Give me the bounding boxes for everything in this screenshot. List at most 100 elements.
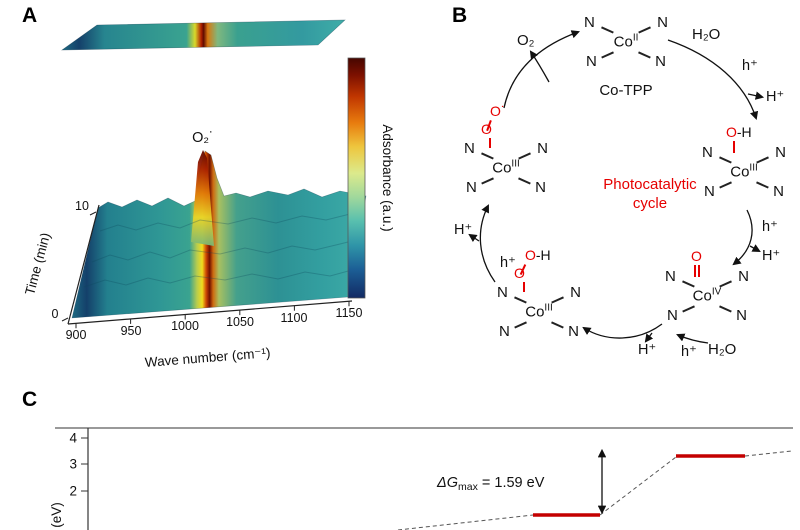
species-o2: O₂ [517,32,535,49]
y-tick-label: 3 [69,457,77,472]
ligand-n: N [655,53,666,70]
bond-line [638,26,651,34]
co-tpp-caption: Co-TPP [599,82,653,99]
colorbar [347,57,366,299]
time-tick [61,317,69,322]
bond-line [551,321,564,329]
ligand-n: N [499,323,510,340]
y-axis-label: (eV) [49,502,64,528]
bond-line [601,26,614,34]
x-tick-label: 1000 [171,319,199,333]
co-o-bond [489,138,491,148]
superoxo-o: O [481,121,492,137]
metal-symbol: Co [613,33,633,51]
hydroxo-ligand: O-H [726,124,752,140]
dashed-connector [744,450,793,457]
delta-g-value: = 1.59 eV [478,475,545,491]
time-tick-label: 10 [75,199,89,213]
co-o-bond [523,282,525,292]
metal-center: CoIII [492,159,520,177]
ligand-n: N [586,53,597,70]
oxidation-state: II [632,32,639,44]
bond-line [518,152,531,160]
cycle-title-line1: Photocatalytic [603,176,697,193]
metal-symbol: Co [730,163,750,181]
ligand-n: N [584,14,595,31]
surface-ridge [99,213,351,232]
hydrogen-atom: -H [535,247,551,263]
arrow-bottomright-to-bottomleft [582,323,663,339]
bond-line [601,51,614,59]
ligand-n: N [497,284,508,301]
bond-line [514,321,527,329]
oxygen-atom: O [525,247,536,263]
co-o-bond [733,141,735,153]
co-o-double-bond [698,265,700,277]
panel-c-label: C [22,388,38,411]
arrow-o2-release [529,50,550,83]
arrow-right-to-bottomright [732,209,753,266]
metal-center: CoII [614,33,639,51]
x-tick-label: 950 [121,324,142,338]
bond-line [719,181,732,189]
x-tick-label: 1100 [281,311,308,325]
ligand-n: N [665,268,676,285]
complex-coIII-superoxo: N N N N O˙ O CoIII [464,103,548,196]
bond-line [518,177,531,185]
delta-g-symbol: ΔG [436,475,458,491]
arrow-left-to-top [503,30,580,109]
hydroperoxo-oh: O-H [525,247,551,263]
surface-peak [191,150,214,246]
ligand-n: N [535,179,546,196]
complex-coII-tpp: N N N N CoII [584,14,668,70]
panel-a-label: A [22,4,38,27]
oxo-ligand: O [691,248,702,264]
species-hplus-bottom: H⁺ [638,342,657,358]
panel-c-plot: 4 3 2 (eV) ΔGmax = 1.59 eV [49,427,793,530]
surface-ridge [91,239,357,263]
ligand-n: N [667,307,678,324]
bond-line [638,51,651,59]
x-tick-label: 1050 [226,315,254,329]
complex-coIII-ooh: N N N N O-H O CoIII [497,247,581,340]
metal-center: CoIII [525,303,553,321]
x-tick-label: 1150 [336,306,363,320]
surface-ridge [83,269,353,288]
species-hplus-left: H⁺ [454,222,473,238]
complex-coIII-oh: N N N N O-H CoIII [702,124,786,200]
ligand-n: N [570,284,581,301]
co-o-double-bond [694,265,696,277]
bond-line [756,181,769,189]
ligand-n: N [702,144,713,161]
ligand-n: N [657,14,668,31]
dashed-connector [397,514,534,530]
time-axis-label: Time (min) [22,231,53,297]
species-hole-right: h⁺ [762,219,778,235]
superoxo-o-radical: O˙ [490,103,506,119]
ligand-n: N [704,183,715,200]
colorbar-label: Adsorbance (a.u.) [380,124,395,231]
panel-b-label: B [452,4,468,27]
ligand-n: N [738,268,749,285]
bond-line [481,177,494,185]
ligand-n: N [466,179,477,196]
species-h2o-top: H₂O [692,26,721,43]
arrow-hplus-release-right [749,244,761,253]
delta-g-annotation: ΔGmax = 1.59 eV [436,475,545,493]
species-h2o-bottom: H₂O [708,341,737,358]
arrow-h2o-entry-bottom [676,333,709,344]
ligand-n: N [773,183,784,200]
time-tick [89,211,97,216]
hydroperoxo-o: O [514,265,525,281]
time-tick-label: 0 [52,307,59,321]
x-axis-label: Wave number (cm⁻¹) [144,345,271,370]
oxidation-state: III [511,158,520,170]
species-hole-topright: h⁺ [742,58,758,74]
bond-line [551,296,564,304]
oxidation-state: III [544,302,553,314]
bond-line [719,305,732,313]
ligand-n: N [775,144,786,161]
arrow-hplus-release-topright [747,91,765,100]
ligand-n: N [464,140,475,157]
